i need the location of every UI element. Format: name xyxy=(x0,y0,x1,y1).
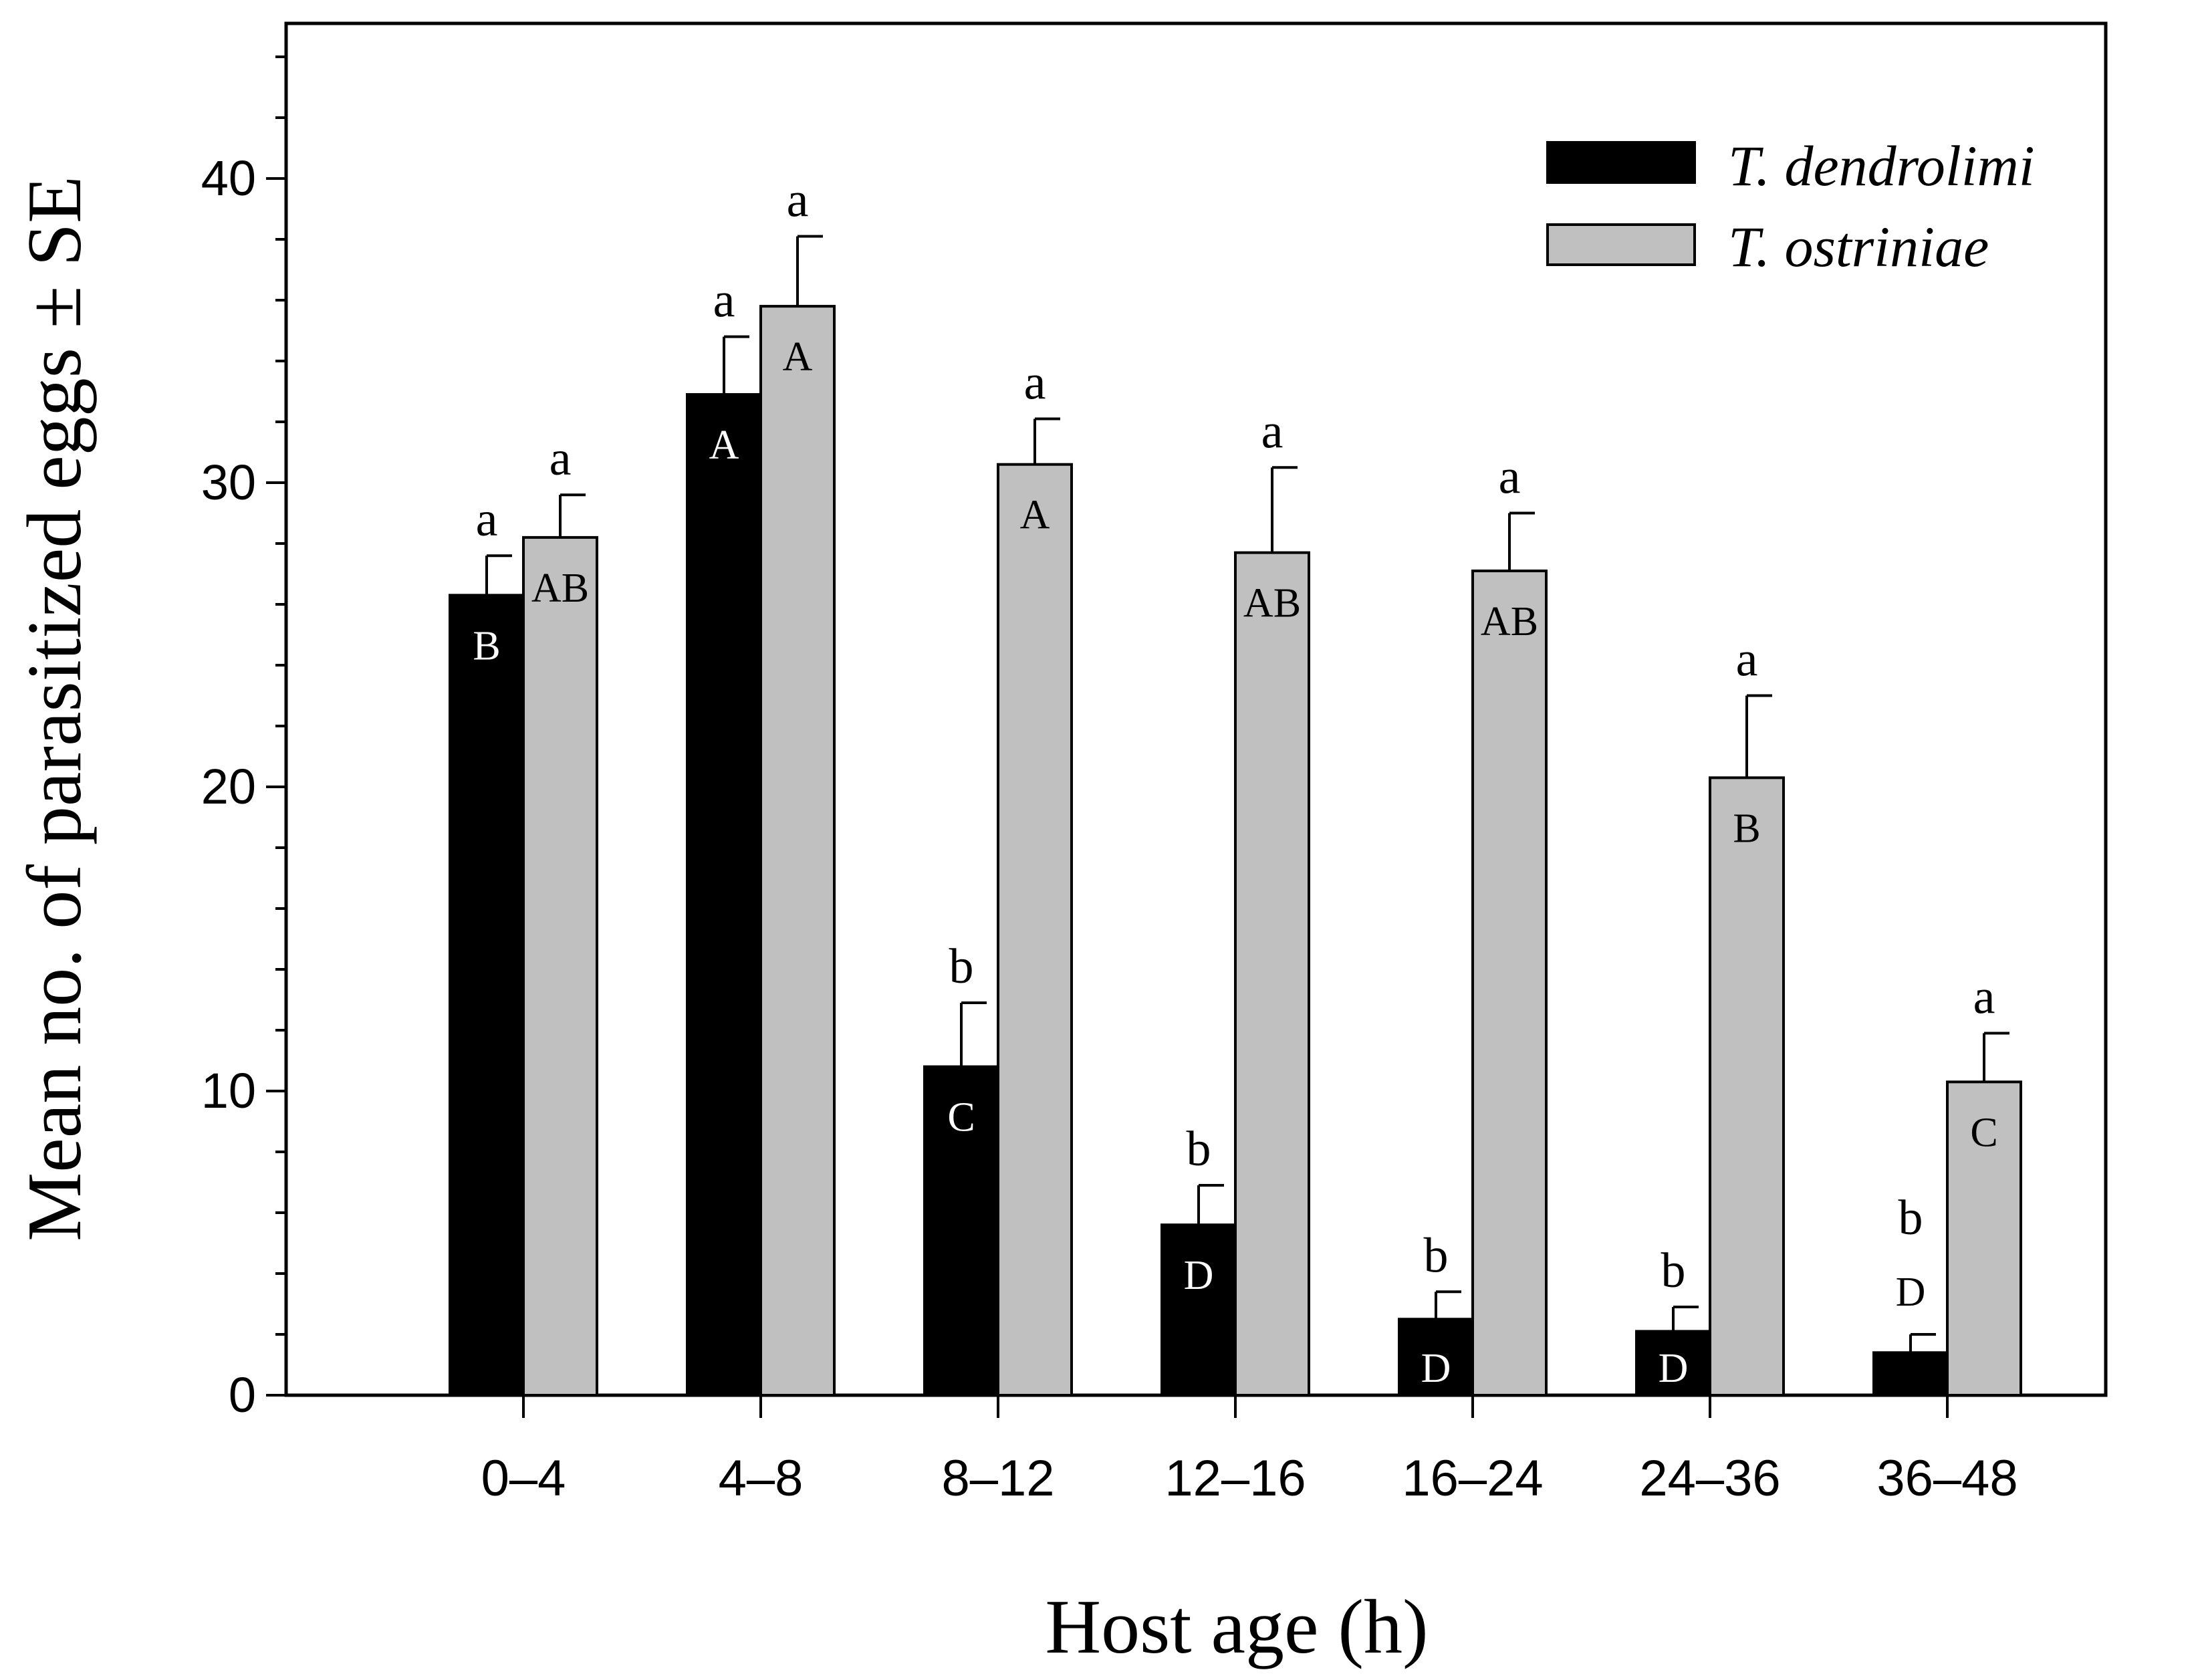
bar xyxy=(686,393,762,1397)
group-letter: A xyxy=(1020,493,1050,538)
bar xyxy=(1946,1080,2022,1397)
significance-letter: a xyxy=(713,273,735,328)
significance-letter: a xyxy=(1261,404,1284,459)
x-tick-label: 36–48 xyxy=(1876,1450,2018,1507)
bar xyxy=(1398,1318,1474,1397)
legend-label-dendrolimi: T. dendrolimi xyxy=(1728,134,2035,198)
x-axis-title: Host age (h) xyxy=(1045,1584,1428,1670)
significance-letter: a xyxy=(1736,632,1758,687)
significance-letter: b xyxy=(1187,1122,1211,1177)
group-letter: D xyxy=(1896,1270,1926,1315)
significance-letter: a xyxy=(1024,355,1046,410)
group-letter: B xyxy=(473,623,500,669)
significance-letter: a xyxy=(476,492,498,547)
group-letter: C xyxy=(1970,1110,1997,1155)
legend: T. dendrolimi T. ostriniae xyxy=(1546,134,2035,279)
x-axis: 0–4 4–8 8–12 12–16 16–24 24–36 36–48 xyxy=(481,1395,2018,1507)
bar xyxy=(997,463,1073,1397)
significance-letter: b xyxy=(1661,1243,1686,1298)
significance-letter: b xyxy=(1424,1228,1449,1283)
bars-group xyxy=(449,235,2022,1397)
significance-letter: b xyxy=(949,939,974,994)
y-tick-label: 10 xyxy=(201,1063,256,1118)
y-tick-label: 40 xyxy=(201,150,256,206)
y-tick-label: 20 xyxy=(201,759,256,814)
group-letter: A xyxy=(783,334,813,380)
x-tick-label: 12–16 xyxy=(1165,1450,1306,1507)
x-tick-label: 16–24 xyxy=(1402,1450,1543,1507)
significance-letter: b xyxy=(1899,1191,1923,1245)
bar xyxy=(1709,776,1785,1397)
group-letter: C xyxy=(947,1095,975,1141)
legend-swatch-dendrolimi xyxy=(1546,141,1696,184)
legend-swatch-ostriniae xyxy=(1546,223,1696,266)
y-axis: 0 10 20 30 40 xyxy=(201,55,286,1423)
significance-letter: a xyxy=(787,172,809,227)
group-letter: AB xyxy=(531,566,589,611)
bar xyxy=(1160,1223,1237,1397)
group-letter: AB xyxy=(1243,581,1301,626)
bar xyxy=(759,305,836,1397)
group-letter: B xyxy=(1733,806,1760,851)
significance-letter: a xyxy=(549,431,572,486)
group-letter: D xyxy=(1184,1253,1214,1298)
x-tick-label: 4–8 xyxy=(719,1450,804,1507)
group-letter: A xyxy=(709,423,739,468)
y-tick-label: 30 xyxy=(201,455,256,510)
significance-letter: a xyxy=(1973,970,1995,1025)
x-tick-label: 0–4 xyxy=(481,1450,566,1507)
bar xyxy=(449,594,525,1397)
bar xyxy=(522,535,598,1397)
y-axis-title: Mean no. of parasitized eggs ± SE xyxy=(12,176,98,1241)
group-letter: D xyxy=(1659,1346,1689,1391)
bar xyxy=(1471,569,1548,1397)
significance-letter: a xyxy=(1499,450,1521,505)
y-tick-label: 0 xyxy=(229,1367,256,1423)
legend-label-ostriniae: T. ostriniae xyxy=(1728,215,1989,279)
group-letter: AB xyxy=(1481,599,1538,644)
x-tick-label: 24–36 xyxy=(1639,1450,1780,1507)
x-tick-label: 8–12 xyxy=(941,1450,1054,1507)
group-letter: D xyxy=(1421,1346,1451,1391)
bar xyxy=(1234,551,1310,1397)
bar xyxy=(1872,1351,1949,1397)
